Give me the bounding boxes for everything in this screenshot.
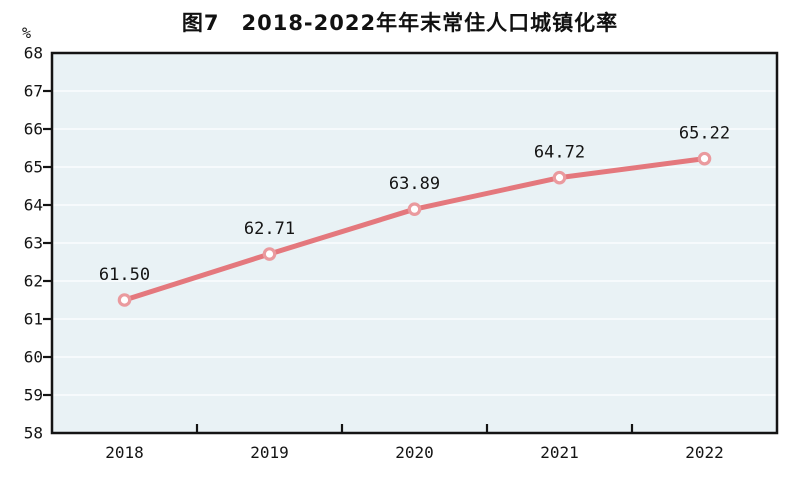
data-point-label: 65.22	[679, 124, 730, 144]
x-tick-label: 2022	[685, 443, 724, 462]
y-tick-label: 61	[24, 310, 43, 329]
data-point-label: 63.89	[389, 174, 440, 194]
y-tick-label: 60	[24, 348, 43, 367]
x-tick-label: 2018	[105, 443, 144, 462]
data-point-marker	[407, 202, 422, 216]
y-tick-label: 65	[24, 158, 43, 177]
y-tick-label: 68	[24, 44, 43, 63]
y-tick-label: 59	[24, 386, 43, 405]
y-tick-label: 64	[24, 196, 43, 215]
y-tick-label: 67	[24, 82, 43, 101]
x-tick-label: 2021	[540, 443, 579, 462]
y-axis-unit-label: %	[22, 24, 32, 42]
y-tick-label: 62	[24, 272, 43, 291]
x-tick-label: 2020	[395, 443, 434, 462]
data-point-label: 64.72	[534, 143, 585, 163]
data-point-marker	[262, 247, 277, 261]
data-point-label: 62.71	[244, 219, 295, 239]
x-tick-label: 2019	[250, 443, 289, 462]
data-point-marker	[697, 151, 712, 166]
y-tick-label: 58	[24, 424, 43, 443]
chart-title: 图7 2018-2022年年末常住人口城镇化率	[181, 11, 619, 35]
y-tick-label: 66	[24, 120, 43, 139]
data-point-marker	[117, 293, 132, 307]
y-tick-label: 63	[24, 234, 43, 253]
data-point-marker	[552, 170, 567, 185]
data-point-label: 61.50	[99, 265, 150, 285]
